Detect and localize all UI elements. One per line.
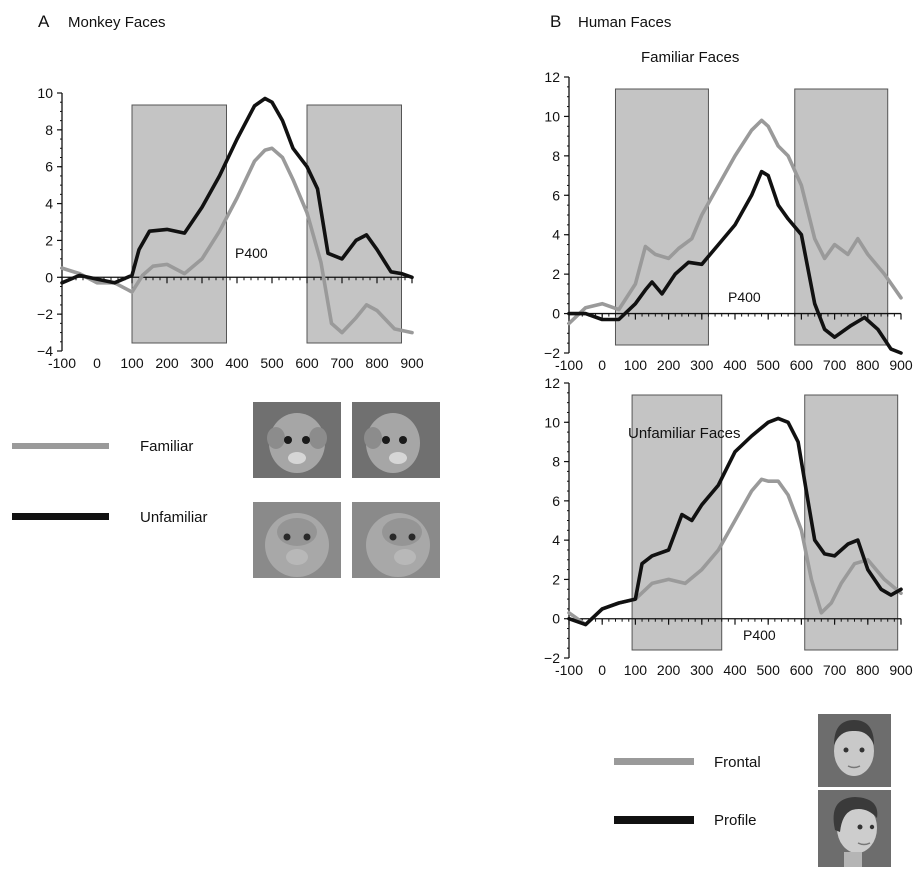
x-tick-label: 500 — [757, 662, 781, 678]
x-tick-label: 900 — [889, 357, 913, 373]
x-tick-label: 100 — [624, 357, 648, 373]
x-tick-label: 100 — [624, 662, 648, 678]
x-tick-label: 200 — [657, 357, 681, 373]
legend-swatch-profile — [614, 816, 694, 824]
legend-a: Familiar Unfamiliar — [12, 402, 440, 578]
panel-a-title: Monkey Faces — [68, 14, 166, 31]
y-tick-label: 0 — [552, 306, 560, 322]
monkey-photo-familiar-frontal-icon — [253, 402, 341, 478]
y-tick-label: −4 — [37, 343, 53, 359]
human-photo-frontal-icon — [818, 714, 891, 787]
y-tick-label: 6 — [552, 187, 560, 203]
chart-monkey-faces: −4 −2 0 2 4 6 8 10 -100 0 100 200 300 400 500 600 700 800… — [37, 85, 424, 371]
x-tick-label: -100 — [555, 357, 583, 373]
y-tick-label: 12 — [544, 69, 560, 85]
legend-swatch-familiar — [12, 443, 109, 449]
series-line-profile — [567, 416, 903, 627]
legend-label-profile: Profile — [714, 812, 757, 829]
series-line-frontal — [567, 118, 903, 326]
x-tick-label: 800 — [365, 355, 389, 371]
chart-title: Unfamiliar Faces — [628, 425, 741, 442]
p400-annotation: P400 — [728, 289, 761, 305]
x-tick-label: 700 — [823, 357, 847, 373]
x-tick-label: 400 — [225, 355, 249, 371]
monkey-photo-unfamiliar-frontal-icon — [253, 502, 341, 578]
legend-swatch-frontal — [614, 758, 694, 765]
y-tick-label: 10 — [37, 85, 53, 101]
y-tick-label: 10 — [544, 414, 560, 430]
legend-label-frontal: Frontal — [714, 754, 761, 771]
human-photo-profile-icon — [818, 790, 891, 867]
analysis-window-2 — [804, 394, 899, 651]
legend-label-familiar: Familiar — [140, 438, 193, 455]
panel-a-letter: A — [38, 12, 50, 31]
chart-human-familiar-faces: −2 0 2 4 6 8 10 12 -100 0 100 200 300 400 500 600 700 800… — [544, 49, 913, 373]
x-tick-label: 900 — [400, 355, 424, 371]
x-tick-label: 700 — [330, 355, 354, 371]
x-tick-label: 100 — [120, 355, 144, 371]
panel-b-title: Human Faces — [578, 14, 671, 31]
x-tick-label: 200 — [155, 355, 179, 371]
y-tick-label: 4 — [552, 532, 560, 548]
series-line-familiar — [60, 146, 414, 335]
analysis-window-2 — [306, 104, 402, 344]
legend-b: Frontal Profile — [614, 714, 891, 867]
x-tick-label: 700 — [823, 662, 847, 678]
series-line-profile — [567, 169, 903, 355]
x-tick-label: 500 — [260, 355, 284, 371]
y-tick-label: 6 — [45, 159, 53, 175]
x-tick-label: 300 — [690, 357, 714, 373]
y-tick-label: 0 — [45, 269, 53, 285]
analysis-window-1 — [631, 394, 723, 651]
y-tick-label: 2 — [45, 232, 53, 248]
y-tick-label: 4 — [552, 227, 560, 243]
x-tick-label: 900 — [889, 662, 913, 678]
x-tick-label: -100 — [48, 355, 76, 371]
analysis-window-1 — [131, 104, 227, 344]
x-tick-label: 300 — [690, 662, 714, 678]
x-tick-label: 800 — [856, 662, 880, 678]
x-tick-label: 600 — [790, 357, 814, 373]
legend-label-unfamiliar: Unfamiliar — [140, 509, 208, 526]
x-tick-label: 0 — [93, 355, 101, 371]
y-tick-label: 8 — [45, 122, 53, 138]
x-tick-label: 400 — [723, 662, 747, 678]
y-tick-label: −2 — [37, 306, 53, 322]
p400-annotation: P400 — [235, 245, 268, 261]
x-tick-label: 500 — [757, 357, 781, 373]
p400-annotation: P400 — [743, 627, 776, 643]
y-tick-label: 8 — [552, 148, 560, 164]
x-tick-label: 0 — [598, 357, 606, 373]
x-tick-label: 0 — [598, 662, 606, 678]
y-tick-label: −2 — [544, 345, 560, 361]
y-tick-label: 8 — [552, 454, 560, 470]
y-tick-label: 0 — [552, 611, 560, 627]
x-tick-label: 600 — [295, 355, 319, 371]
y-tick-label: 12 — [544, 375, 560, 391]
x-tick-label: 600 — [790, 662, 814, 678]
panel-b-letter: B — [550, 12, 561, 31]
legend-swatch-unfamiliar — [12, 513, 109, 520]
x-tick-label: -100 — [555, 662, 583, 678]
y-tick-label: −2 — [544, 650, 560, 666]
chart-title: Familiar Faces — [641, 49, 739, 66]
x-tick-label: 400 — [723, 357, 747, 373]
analysis-window-1 — [614, 88, 709, 346]
x-tick-label: 300 — [190, 355, 214, 371]
monkey-photo-familiar-profile-icon — [352, 402, 440, 478]
x-tick-label: 200 — [657, 662, 681, 678]
y-tick-label: 6 — [552, 493, 560, 509]
monkey-photo-unfamiliar-profile-icon — [352, 502, 440, 578]
series-line-unfamiliar — [60, 96, 414, 285]
x-tick-label: 800 — [856, 357, 880, 373]
y-tick-label: 2 — [552, 266, 560, 282]
chart-human-unfamiliar-faces: −2 0 2 4 6 8 10 12 -100 0 100 200 300 400 500 600 700 800… — [544, 375, 913, 678]
y-tick-label: 2 — [552, 571, 560, 587]
y-tick-label: 10 — [544, 108, 560, 124]
y-tick-label: 4 — [45, 196, 53, 212]
